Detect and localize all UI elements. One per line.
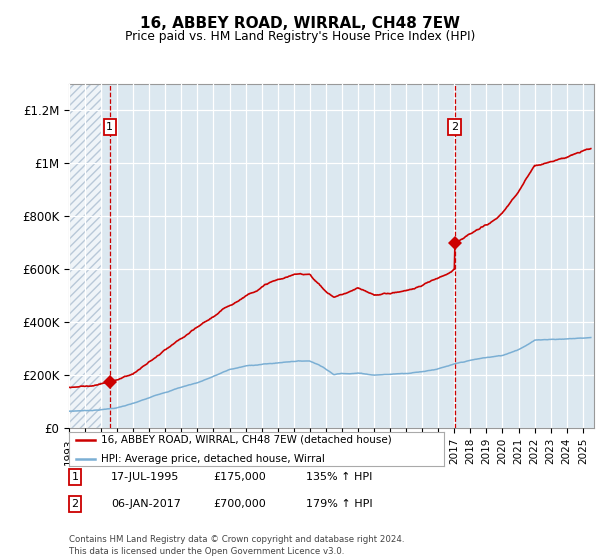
Text: Price paid vs. HM Land Registry's House Price Index (HPI): Price paid vs. HM Land Registry's House … [125, 30, 475, 43]
Text: 179% ↑ HPI: 179% ↑ HPI [306, 499, 373, 509]
Text: £175,000: £175,000 [213, 472, 266, 482]
Bar [69, 84, 101, 428]
Text: 2: 2 [451, 122, 458, 132]
Text: 2: 2 [71, 499, 79, 509]
Text: HPI: Average price, detached house, Wirral: HPI: Average price, detached house, Wirr… [101, 454, 325, 464]
Text: 16, ABBEY ROAD, WIRRAL, CH48 7EW (detached house): 16, ABBEY ROAD, WIRRAL, CH48 7EW (detach… [101, 435, 392, 445]
Text: £700,000: £700,000 [213, 499, 266, 509]
Bar [69, 84, 101, 428]
Text: 1: 1 [106, 122, 113, 132]
Text: 135% ↑ HPI: 135% ↑ HPI [306, 472, 373, 482]
Text: 17-JUL-1995: 17-JUL-1995 [111, 472, 179, 482]
Text: 1: 1 [71, 472, 79, 482]
Text: Contains HM Land Registry data © Crown copyright and database right 2024.
This d: Contains HM Land Registry data © Crown c… [69, 535, 404, 556]
Text: 06-JAN-2017: 06-JAN-2017 [111, 499, 181, 509]
Text: 16, ABBEY ROAD, WIRRAL, CH48 7EW: 16, ABBEY ROAD, WIRRAL, CH48 7EW [140, 16, 460, 31]
